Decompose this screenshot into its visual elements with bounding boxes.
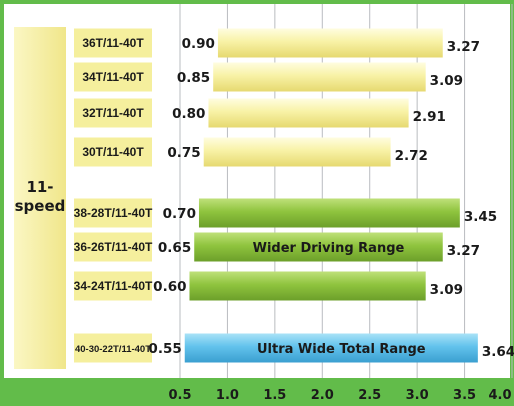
x-tick-label: 1.5 (263, 388, 286, 403)
bar-low-label: 0.80 (172, 106, 205, 122)
bar-high-label: 3.09 (430, 282, 463, 298)
x-tick-label: 3.0 (406, 388, 429, 403)
x-tick-label: 3.5 (453, 388, 476, 403)
bar-high-label: 3.27 (447, 39, 480, 55)
category-box (74, 198, 152, 228)
category-box (74, 232, 152, 262)
bar (184, 333, 478, 363)
category-label: 32T/11-40T (82, 106, 144, 120)
bar-high-label: 2.72 (395, 148, 428, 164)
bar-low-label: 0.60 (153, 279, 186, 295)
bar (208, 98, 409, 128)
category-box (74, 333, 152, 363)
x-tick-label: 2.5 (358, 388, 381, 403)
group-label: 11-speed (15, 178, 66, 215)
category-box (74, 137, 152, 167)
bar (217, 28, 443, 58)
bar-high-label: 3.09 (430, 73, 463, 89)
group-panel (14, 27, 66, 369)
category-label: 36-26T/11-40T (74, 240, 153, 254)
bar-high-label: 3.27 (447, 243, 480, 259)
bar-annotation: Ultra Wide Total Range (257, 342, 426, 357)
bar (213, 62, 426, 92)
bar-annotation: Wider Driving Range (253, 241, 405, 256)
x-tick-label: 1.0 (216, 388, 239, 403)
bar-low-label: 0.90 (182, 36, 215, 52)
bar (203, 137, 391, 167)
bar-low-label: 0.70 (163, 206, 196, 222)
bar-low-label: 0.85 (177, 70, 210, 86)
x-tick-label: 4.0 (488, 388, 511, 403)
bar-low-label: 0.65 (158, 240, 191, 256)
bar-low-label: 0.55 (148, 341, 181, 357)
bar (189, 271, 426, 301)
plot-area (4, 4, 510, 378)
category-label: 34T/11-40T (82, 70, 144, 84)
x-tick-label: 2.0 (311, 388, 334, 403)
bar (198, 198, 460, 228)
category-label: 36T/11-40T (82, 36, 144, 50)
category-box (74, 62, 152, 92)
category-label: 30T/11-40T (82, 145, 144, 159)
bar-high-label: 3.45 (464, 209, 497, 225)
category-box (74, 271, 152, 301)
category-label: 40-30-22T/11-40T (75, 344, 151, 355)
category-box (74, 28, 152, 58)
bar-high-label: 3.64 (482, 344, 514, 360)
category-label: 34-24T/11-40T (74, 279, 153, 293)
bar-low-label: 0.75 (167, 145, 200, 161)
bar-high-label: 2.91 (413, 109, 446, 125)
category-box (74, 98, 152, 128)
bar (194, 232, 443, 262)
x-tick-label: 0.5 (168, 388, 191, 403)
category-label: 38-28T/11-40T (74, 206, 153, 220)
